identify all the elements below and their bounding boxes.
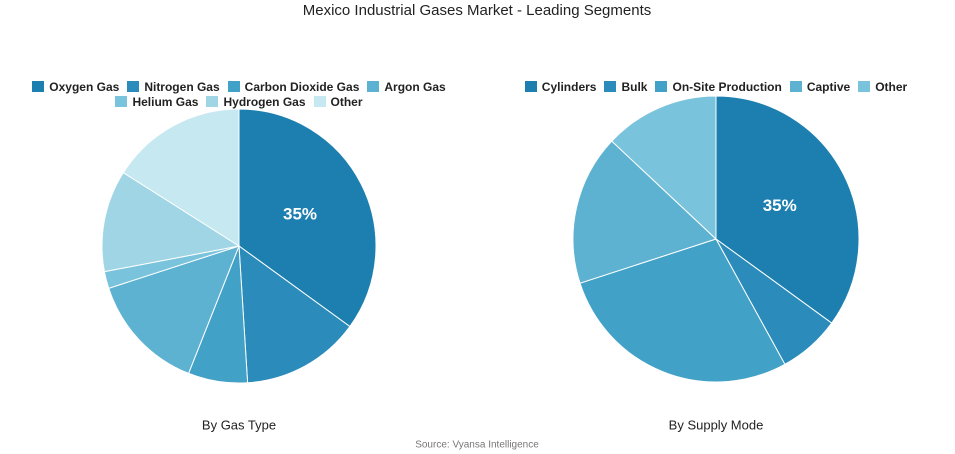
legend-swatch bbox=[789, 81, 802, 92]
legend-label: Captive bbox=[806, 79, 851, 94]
legend-item: Cylinders bbox=[524, 79, 597, 94]
pie-slice bbox=[579, 238, 786, 383]
legend-item: Bulk bbox=[604, 79, 648, 94]
legend-swatch bbox=[858, 81, 871, 92]
legend-swatch bbox=[655, 81, 668, 92]
legend: Oxygen Gas Nitrogen Gas Carbon Dioxide Gas… bbox=[0, 79, 478, 109]
pie-slice bbox=[238, 108, 377, 328]
pie-slice bbox=[715, 95, 860, 324]
legend-label: Oxygen Gas bbox=[49, 79, 120, 94]
legend-swatch bbox=[227, 81, 240, 92]
data-label: 35% bbox=[283, 204, 317, 223]
legend-item: Helium Gas bbox=[115, 94, 199, 109]
legend-swatch bbox=[127, 81, 140, 92]
pie-slice bbox=[572, 140, 717, 284]
legend-swatch bbox=[115, 96, 128, 107]
legend-label: Nitrogen Gas bbox=[144, 79, 220, 94]
pie-slice bbox=[238, 244, 351, 384]
legend-item: Hydrogen Gas bbox=[206, 94, 306, 109]
pie-slice bbox=[611, 95, 717, 241]
legend-swatch bbox=[206, 96, 219, 107]
source: Source: Vyansa Intelligence bbox=[415, 440, 539, 451]
legend-label: Other bbox=[875, 79, 908, 94]
legend-label: Bulk bbox=[621, 79, 648, 94]
legend: Cylinders Bulk On-Site Production Captive Ot… bbox=[520, 79, 912, 94]
legend-swatch bbox=[604, 81, 617, 92]
legend-swatch bbox=[524, 81, 537, 92]
chart-title: Mexico Industrial Gases Market - Leading… bbox=[303, 2, 652, 19]
legend-label: Carbon Dioxide Gas bbox=[244, 79, 360, 94]
legend-swatch bbox=[313, 96, 326, 107]
legend-label: Other bbox=[330, 94, 363, 109]
data-label: 35% bbox=[763, 196, 797, 215]
legend-label: Argon Gas bbox=[384, 79, 446, 94]
legend-item: Argon Gas bbox=[367, 79, 446, 94]
legend-label: Helium Gas bbox=[132, 94, 199, 109]
legend-label: Hydrogen Gas bbox=[223, 94, 306, 109]
legend-item: Captive bbox=[789, 79, 851, 94]
pie-subtitle: By Gas Type bbox=[202, 417, 276, 432]
legend-item: Carbon Dioxide Gas bbox=[227, 79, 360, 94]
legend-swatch bbox=[367, 81, 380, 92]
legend-item: Nitrogen Gas bbox=[127, 79, 220, 94]
pie-slice bbox=[101, 171, 241, 273]
pie-slice bbox=[122, 108, 240, 247]
legend-label: On-Site Production bbox=[672, 79, 782, 94]
legend-item: Oxygen Gas bbox=[32, 79, 120, 94]
legend-swatch bbox=[32, 81, 45, 92]
legend-item: On-Site Production bbox=[655, 79, 782, 94]
legend-label: Cylinders bbox=[541, 79, 597, 94]
legend-item: Other bbox=[313, 94, 363, 109]
legend-item: Other bbox=[858, 79, 908, 94]
pie-subtitle: By Supply Mode bbox=[669, 417, 764, 432]
